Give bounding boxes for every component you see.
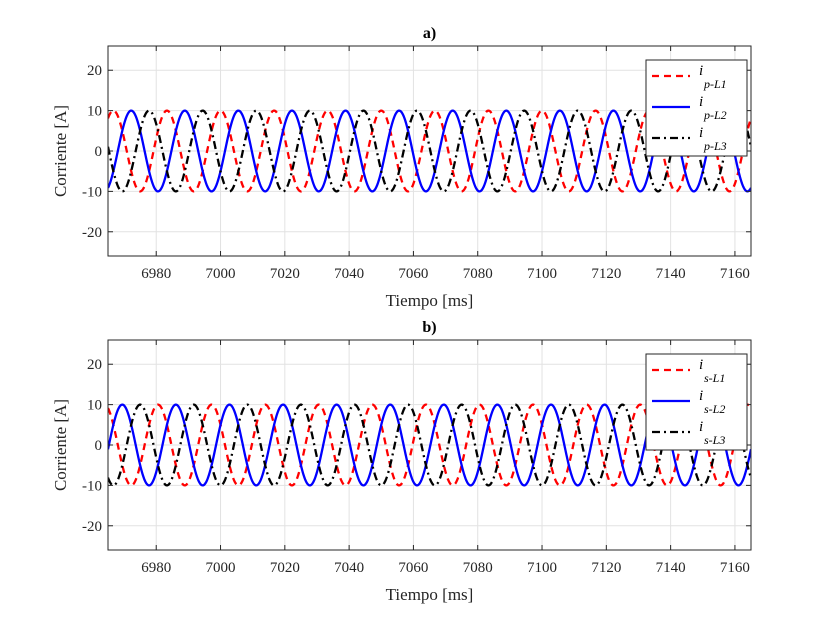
x-tick-label: 7100 [527, 266, 557, 282]
x-tick-label: 7040 [334, 560, 364, 576]
x-tick-label: 7020 [270, 266, 300, 282]
legend-label-sub: s-L2 [704, 402, 725, 416]
series-line-p-l2 [108, 109, 751, 193]
x-tick-label: 7120 [591, 560, 621, 576]
legend-label-main: i [699, 388, 703, 404]
x-tick-label: 7120 [591, 266, 621, 282]
x-tick-label: 7060 [398, 266, 428, 282]
y-tick-label: -20 [82, 519, 102, 535]
y-tick-label: 10 [87, 398, 102, 414]
x-tick-label: 7080 [463, 560, 493, 576]
y-tick-label: 20 [87, 357, 102, 373]
legend-label-sub: p-L3 [703, 139, 727, 153]
series-line-s-l3 [108, 403, 751, 487]
y-tick-label: 10 [87, 104, 102, 120]
legend-label-sub: s-L3 [704, 433, 725, 447]
y-tick-label: -20 [82, 225, 102, 241]
legend-label-main: i [699, 94, 703, 110]
x-tick-label: 7140 [656, 266, 686, 282]
chart-panel-a: 6980 7000 7020 7040 7060 7080 7100 7120 7140 7160… [51, 25, 752, 310]
y-axis-label: Corriente [A] [51, 105, 70, 197]
x-tick-label: 6980 [141, 266, 171, 282]
series-line-p-l3 [108, 109, 751, 193]
legend-label-sub: p-L2 [703, 108, 727, 122]
y-tick-label: -10 [82, 478, 102, 494]
x-tick-label: 7040 [334, 266, 364, 282]
legend-label-main: i [699, 419, 703, 435]
x-tick-label: 7100 [527, 560, 557, 576]
x-tick-label: 7060 [398, 560, 428, 576]
legend-label-sub: s-L1 [704, 371, 725, 385]
x-tick-label: 7000 [206, 266, 236, 282]
x-tick-label: 7140 [656, 560, 686, 576]
chart-title: a) [423, 25, 436, 42]
y-tick-label: 0 [95, 144, 103, 160]
y-tick-label: 20 [87, 63, 102, 79]
legend-label-main: i [699, 357, 703, 373]
legend-label-main: i [699, 125, 703, 141]
x-tick-label: 7000 [206, 560, 236, 576]
chart-title: b) [422, 319, 436, 336]
legend-label-main: i [699, 63, 703, 79]
x-tick-label: 7160 [720, 560, 750, 576]
x-axis-label: Tiempo [ms] [386, 291, 474, 310]
x-axis-label: Tiempo [ms] [386, 585, 474, 604]
y-tick-label: 0 [95, 438, 103, 454]
chart-panel-b: 6980 7000 7020 7040 7060 7080 7100 7120 7140 7160… [51, 319, 752, 604]
x-tick-label: 7020 [270, 560, 300, 576]
x-tick-label: 7080 [463, 266, 493, 282]
legend-label-sub: p-L1 [703, 77, 727, 91]
y-axis-label: Corriente [A] [51, 399, 70, 491]
y-tick-label: -10 [82, 184, 102, 200]
series-line-s-l2 [108, 403, 751, 487]
x-tick-label: 7160 [720, 266, 750, 282]
x-tick-label: 6980 [141, 560, 171, 576]
